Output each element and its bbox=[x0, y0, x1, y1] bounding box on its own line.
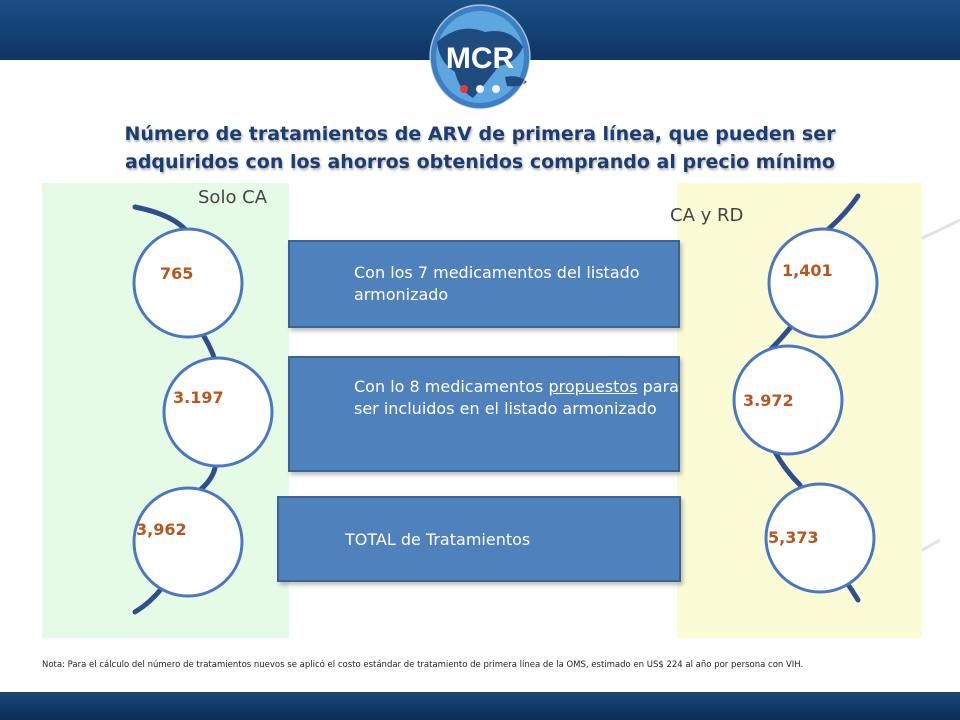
footnote: Nota: Para el cálculo del número de trat… bbox=[42, 660, 804, 670]
title-line-2: adquiridos con los ahorros obtenidos com… bbox=[125, 151, 835, 173]
chain-left-mid2 bbox=[197, 465, 218, 493]
svg-text:MCR: MCR bbox=[446, 42, 515, 75]
chain-left-bottom bbox=[132, 585, 165, 615]
value-left-2: 3.197 bbox=[173, 388, 224, 407]
value-left-3: 3,962 bbox=[136, 520, 187, 539]
chain-right-top bbox=[822, 193, 861, 235]
value-right-3: 5,373 bbox=[768, 528, 819, 547]
circle-left-2 bbox=[162, 356, 274, 468]
value-right-2: 3.972 bbox=[743, 391, 794, 410]
circle-right-1 bbox=[767, 227, 879, 339]
value-right-1: 1,401 bbox=[782, 261, 833, 280]
box-total-text: TOTAL de Tratamientos bbox=[345, 530, 531, 549]
circle-left-1 bbox=[132, 227, 244, 339]
footer-bar bbox=[0, 692, 960, 720]
box-8-medicamentos: Con lo 8 medicamentos propuestos para se… bbox=[288, 356, 680, 472]
title-line-1: Número de tratamientos de ARV de primera… bbox=[124, 123, 836, 145]
box-8-underlined: propuestos bbox=[548, 377, 638, 396]
circle-right-2 bbox=[732, 344, 844, 456]
box-total: TOTAL de Tratamientos bbox=[277, 496, 681, 582]
slide-title: Número de tratamientos de ARV de primera… bbox=[60, 120, 900, 176]
box-8-suffix: para ser incluidos en el listado armoniz… bbox=[354, 377, 679, 418]
circle-left-3 bbox=[132, 486, 244, 598]
box-7-medicamentos-text: Con los 7 medicamentos del listado armon… bbox=[354, 263, 640, 304]
circle-right-3 bbox=[764, 482, 876, 594]
mcr-logo: MCR bbox=[429, 4, 531, 110]
value-left-1: 765 bbox=[160, 264, 194, 283]
label-solo-ca: Solo CA bbox=[198, 187, 268, 208]
chain-right-mid2 bbox=[772, 449, 803, 488]
box-8-prefix: Con lo 8 medicamentos bbox=[354, 377, 549, 396]
box-8-medicamentos-text: Con lo 8 medicamentos propuestos para se… bbox=[354, 376, 680, 420]
label-ca-rd: CA y RD bbox=[670, 205, 744, 226]
box-7-medicamentos: Con los 7 medicamentos del listado armon… bbox=[288, 240, 680, 328]
